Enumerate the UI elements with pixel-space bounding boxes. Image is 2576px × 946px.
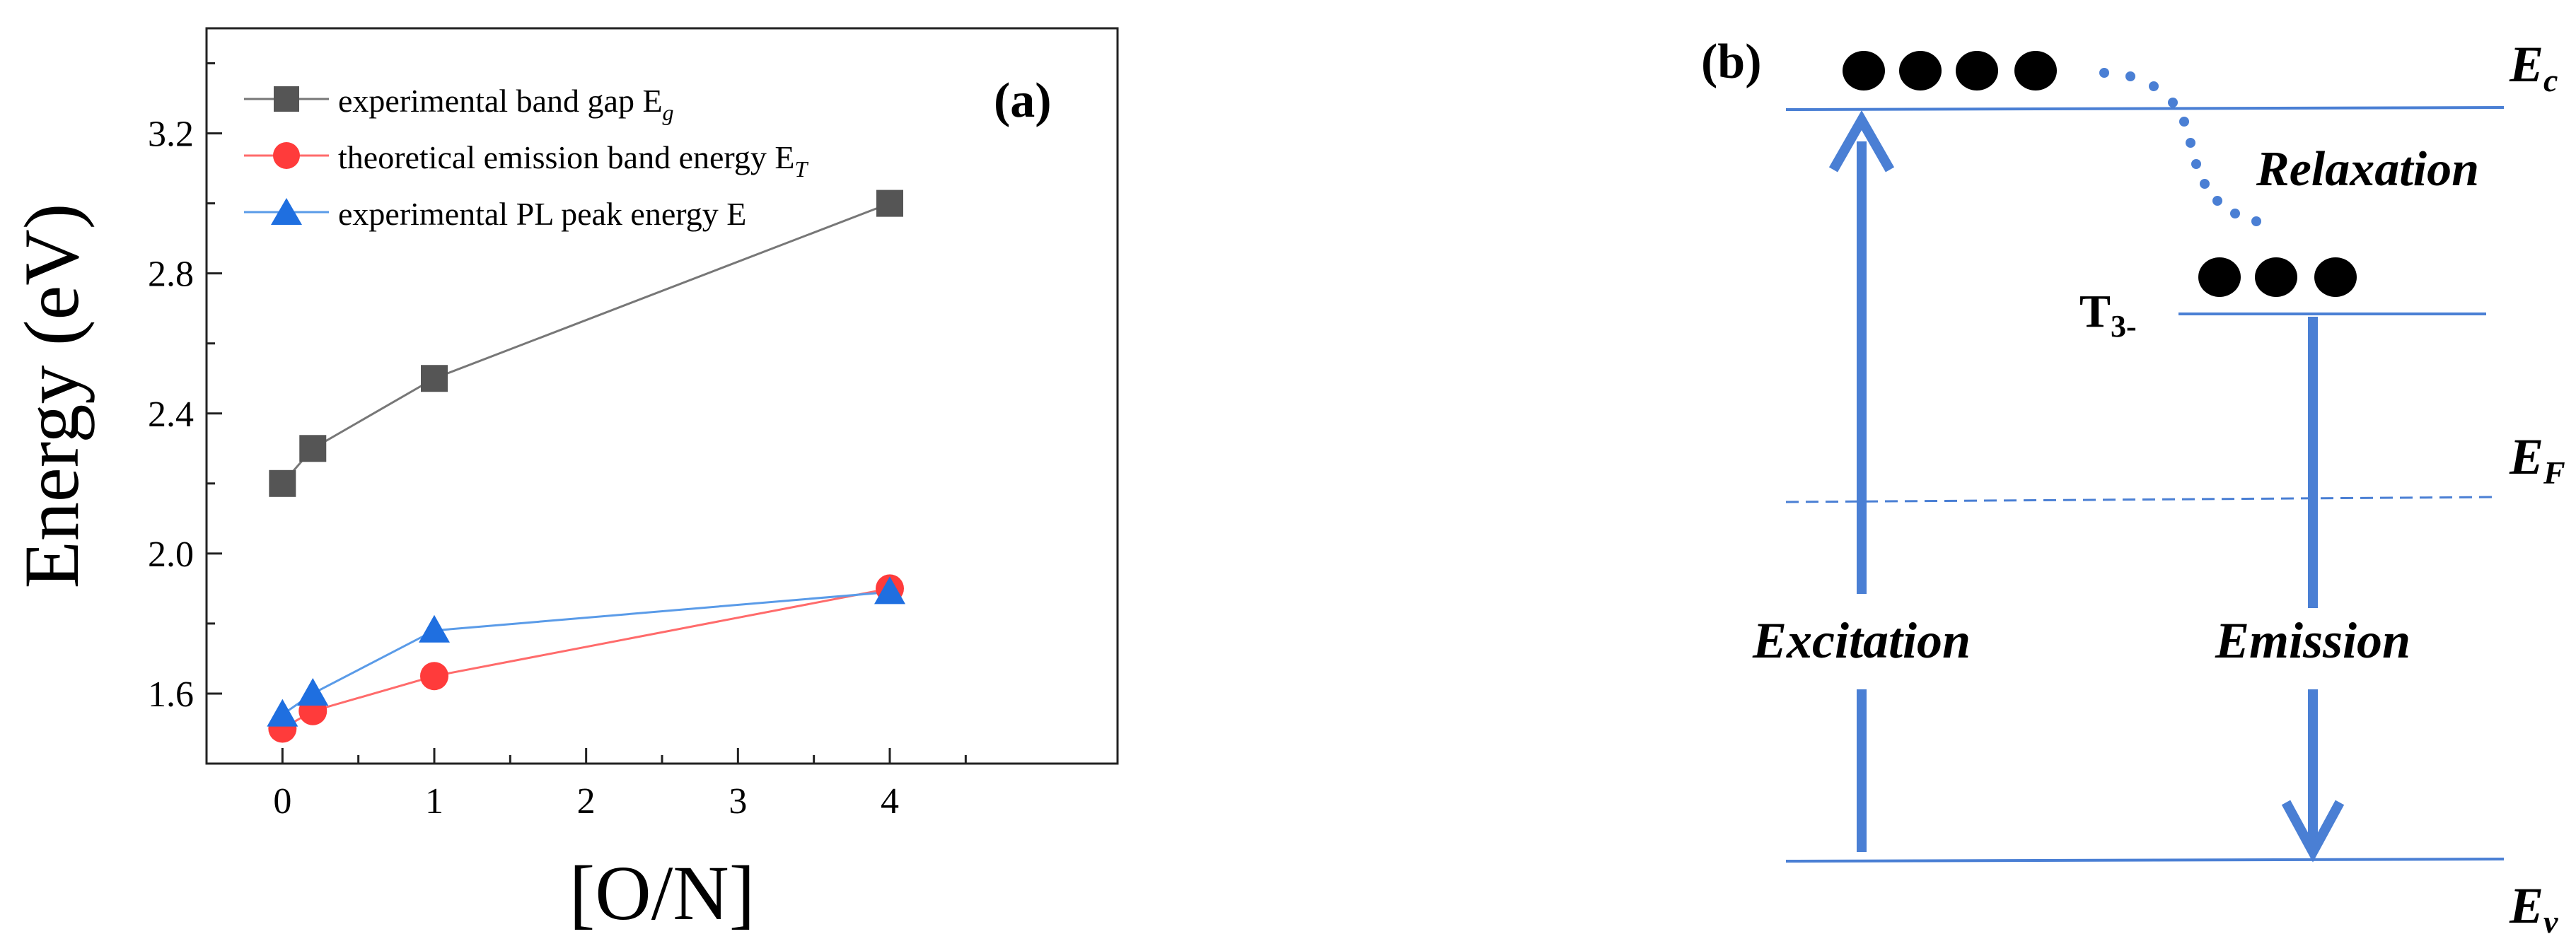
data-point-triangle [267, 699, 298, 727]
electron [1956, 51, 1998, 90]
x-tick-label: 0 [273, 781, 291, 822]
chart-panel-a: 0 1 2 3 4 1.6 2.0 2.4 2.8 3.2 (a) Energy (eV) [O/… [8, 27, 1119, 936]
axis-ticks: 0 1 2 3 4 1.6 2.0 2.4 2.8 3.2 [148, 62, 967, 822]
ef-label-main: E [2509, 428, 2543, 485]
relaxation-dot [2186, 138, 2195, 148]
legend-name: theoretical emission band energy E [338, 139, 795, 175]
legend-item-pl-peak: experimental PL peak energy E [244, 196, 746, 232]
legend-circle-marker [273, 142, 300, 169]
ec-label: Ec [2509, 36, 2558, 98]
ec-level-line [1785, 106, 2505, 111]
y-tick-label: 2.4 [148, 395, 194, 435]
data-point-triangle [297, 677, 329, 706]
x-tick-label: 2 [577, 781, 596, 822]
data-point-square [269, 469, 296, 497]
electrons-trap-level [2198, 257, 2357, 297]
series-line [282, 202, 890, 484]
electron [1899, 51, 1942, 90]
ec-label-sub: c [2543, 62, 2558, 98]
legend: experimental band gap Eg theoretical emi… [244, 83, 809, 232]
legend-square-marker [274, 86, 299, 112]
electron [2198, 257, 2241, 297]
electron [1843, 51, 1885, 90]
legend-text-theoretical: theoretical emission band energy ET [338, 139, 809, 182]
electron [2314, 257, 2357, 297]
t3-label: T3- [2079, 286, 2137, 344]
legend-name: experimental band gap E [338, 83, 663, 119]
relaxation-dot [2149, 81, 2159, 91]
ev-label-sub: v [2543, 904, 2558, 940]
x-tick-label: 1 [425, 781, 443, 822]
relaxation-dot [2099, 68, 2109, 78]
ec-label-main: E [2509, 36, 2543, 93]
relaxation-label: Relaxation [2256, 142, 2479, 197]
legend-subscript: T [795, 156, 809, 182]
y-axis-label: Energy (eV) [8, 204, 95, 589]
relaxation-dot [2212, 196, 2222, 206]
ev-level-line [1785, 858, 2505, 863]
data-point-circle [420, 662, 448, 691]
legend-subscript: g [663, 100, 674, 125]
legend-item-band-gap: experimental band gap Eg [244, 83, 674, 125]
data-point-square [876, 189, 903, 217]
legend-name: experimental PL peak energy E [338, 196, 746, 232]
ev-label: Ev [2509, 877, 2558, 940]
electron [2255, 257, 2297, 297]
data-point-square [299, 435, 327, 462]
legend-text-band-gap: experimental band gap Eg [338, 83, 674, 125]
data-point-triangle [419, 614, 450, 643]
panel-label-b: (b) [1701, 35, 1762, 89]
legend-triangle-marker [271, 198, 302, 225]
relaxation-dot [2200, 179, 2210, 189]
electron [2014, 51, 2057, 90]
series-line [282, 587, 890, 730]
excitation-arrowhead [1828, 110, 1895, 173]
t3-label-sub: 3- [2111, 309, 2137, 344]
x-axis-label: [O/N] [569, 850, 755, 936]
legend-text-pl-peak: experimental PL peak energy E [338, 196, 746, 232]
x-tick-label: 4 [881, 781, 899, 822]
relaxation-dot [2179, 117, 2189, 127]
emission-arrowhead [2281, 800, 2345, 863]
ef-label: EF [2509, 428, 2565, 491]
relaxation-dot [2230, 209, 2240, 218]
electrons-conduction-band [1843, 51, 2057, 90]
relaxation-dot [2168, 98, 2178, 107]
t3-label-main: T [2079, 286, 2111, 337]
y-tick-label: 2.0 [148, 535, 194, 575]
excitation-label: Excitation [1752, 612, 1971, 669]
relaxation-dotted-path [2099, 68, 2261, 226]
relaxation-dot [2191, 159, 2201, 169]
data-series [267, 189, 905, 743]
y-tick-label: 1.6 [148, 675, 194, 715]
emission-label: Emission [2215, 612, 2410, 669]
diagram-panel-b: (b) Ec EF Ev T3- [1701, 35, 2565, 940]
data-point-square [421, 365, 448, 392]
excitation-arrow [1828, 110, 1895, 852]
y-tick-label: 3.2 [148, 115, 194, 155]
plot-frame [205, 27, 1119, 765]
panel-label-a: (a) [994, 74, 1052, 128]
relaxation-dot [2125, 71, 2135, 81]
ef-label-sub: F [2543, 455, 2565, 491]
ef-level-line [1785, 496, 2497, 503]
series-line [282, 590, 890, 716]
y-tick-label: 2.8 [148, 255, 194, 295]
relaxation-dot [2251, 216, 2261, 226]
x-tick-label: 3 [729, 781, 747, 822]
legend-item-theoretical: theoretical emission band energy ET [244, 139, 809, 182]
ev-label-main: E [2509, 877, 2543, 934]
data-point-triangle [874, 576, 905, 605]
emission-arrow [2281, 317, 2345, 863]
